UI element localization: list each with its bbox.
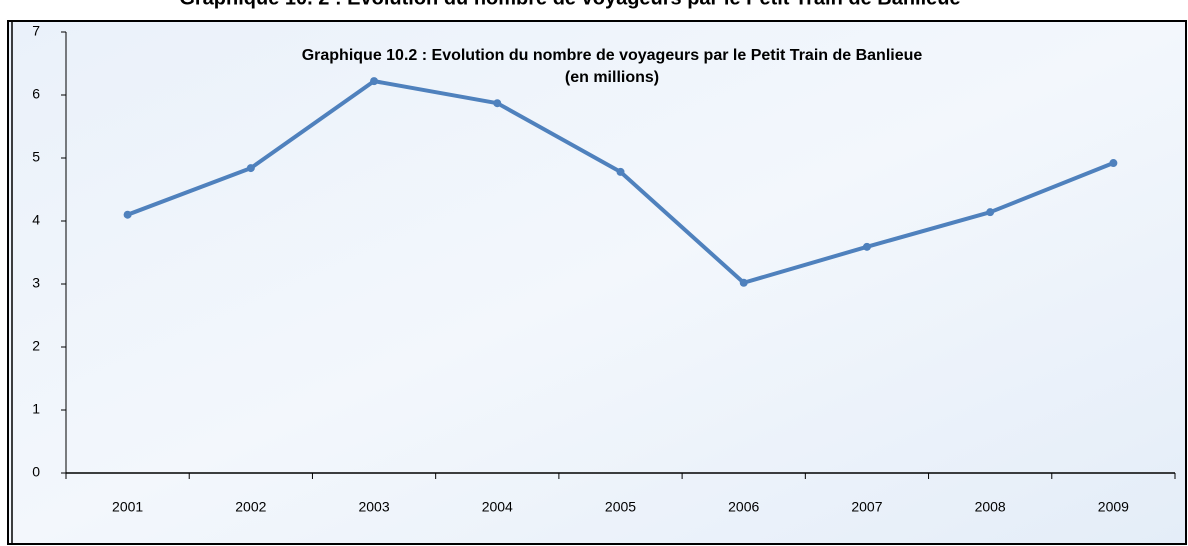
chart-frame [7,20,1187,545]
x-tick-label: 2003 [358,499,389,515]
page-heading: Graphique 10. 2 : Evolution du nombre de… [179,0,960,9]
marker [123,210,132,219]
chart-subtitle: (en millions) [565,69,659,86]
y-tick-label: 0 [32,464,40,480]
x-tick-label: 2002 [235,499,266,515]
y-tick-label: 7 [32,23,40,39]
marker [616,167,625,176]
y-tick-label: 1 [32,401,40,417]
marker [986,208,995,217]
marker [493,99,502,108]
x-tick-label: 2007 [851,499,882,515]
y-tick-label: 4 [32,212,40,228]
x-tick-label: 2009 [1098,499,1129,515]
y-tick-label: 6 [32,86,40,102]
marker [370,77,379,86]
y-tick-label: 3 [32,275,40,291]
marker [739,278,748,287]
y-tick-label: 2 [32,338,40,354]
x-tick-label: 2008 [975,499,1006,515]
marker [1109,159,1118,168]
marker [246,164,255,173]
marker [862,242,871,251]
x-tick-label: 2005 [605,499,636,515]
y-tick-label: 5 [32,149,40,165]
x-tick-label: 2006 [728,499,759,515]
x-tick-label: 2004 [482,499,513,515]
chart-title: Graphique 10.2 : Evolution du nombre de … [302,47,923,64]
x-tick-label: 2001 [112,499,143,515]
